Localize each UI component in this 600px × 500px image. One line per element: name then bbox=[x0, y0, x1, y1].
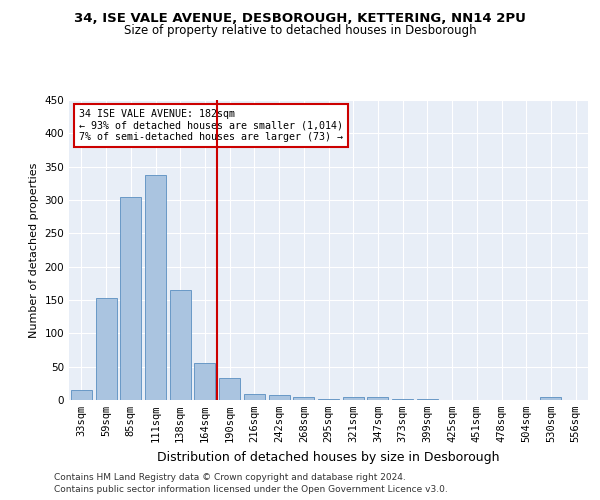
Bar bbox=[541, 396, 562, 400]
Text: Contains HM Land Registry data © Crown copyright and database right 2024.: Contains HM Land Registry data © Crown c… bbox=[54, 472, 406, 482]
Bar bbox=[145, 174, 166, 400]
Bar bbox=[318, 398, 339, 400]
Bar bbox=[269, 396, 290, 400]
Text: 34 ISE VALE AVENUE: 182sqm
← 93% of detached houses are smaller (1,014)
7% of se: 34 ISE VALE AVENUE: 182sqm ← 93% of deta… bbox=[79, 109, 343, 142]
Text: Size of property relative to detached houses in Desborough: Size of property relative to detached ho… bbox=[124, 24, 476, 37]
Bar bbox=[194, 364, 215, 400]
Bar bbox=[367, 396, 388, 400]
Bar bbox=[343, 396, 364, 400]
Text: 34, ISE VALE AVENUE, DESBOROUGH, KETTERING, NN14 2PU: 34, ISE VALE AVENUE, DESBOROUGH, KETTERI… bbox=[74, 12, 526, 26]
Bar bbox=[417, 398, 438, 400]
Bar bbox=[244, 394, 265, 400]
Text: Contains public sector information licensed under the Open Government Licence v3: Contains public sector information licen… bbox=[54, 485, 448, 494]
Bar bbox=[95, 298, 116, 400]
Bar bbox=[170, 290, 191, 400]
Bar bbox=[293, 396, 314, 400]
Bar bbox=[71, 390, 92, 400]
Y-axis label: Number of detached properties: Number of detached properties bbox=[29, 162, 39, 338]
X-axis label: Distribution of detached houses by size in Desborough: Distribution of detached houses by size … bbox=[157, 450, 500, 464]
Bar bbox=[120, 196, 141, 400]
Bar bbox=[219, 378, 240, 400]
Bar bbox=[392, 398, 413, 400]
